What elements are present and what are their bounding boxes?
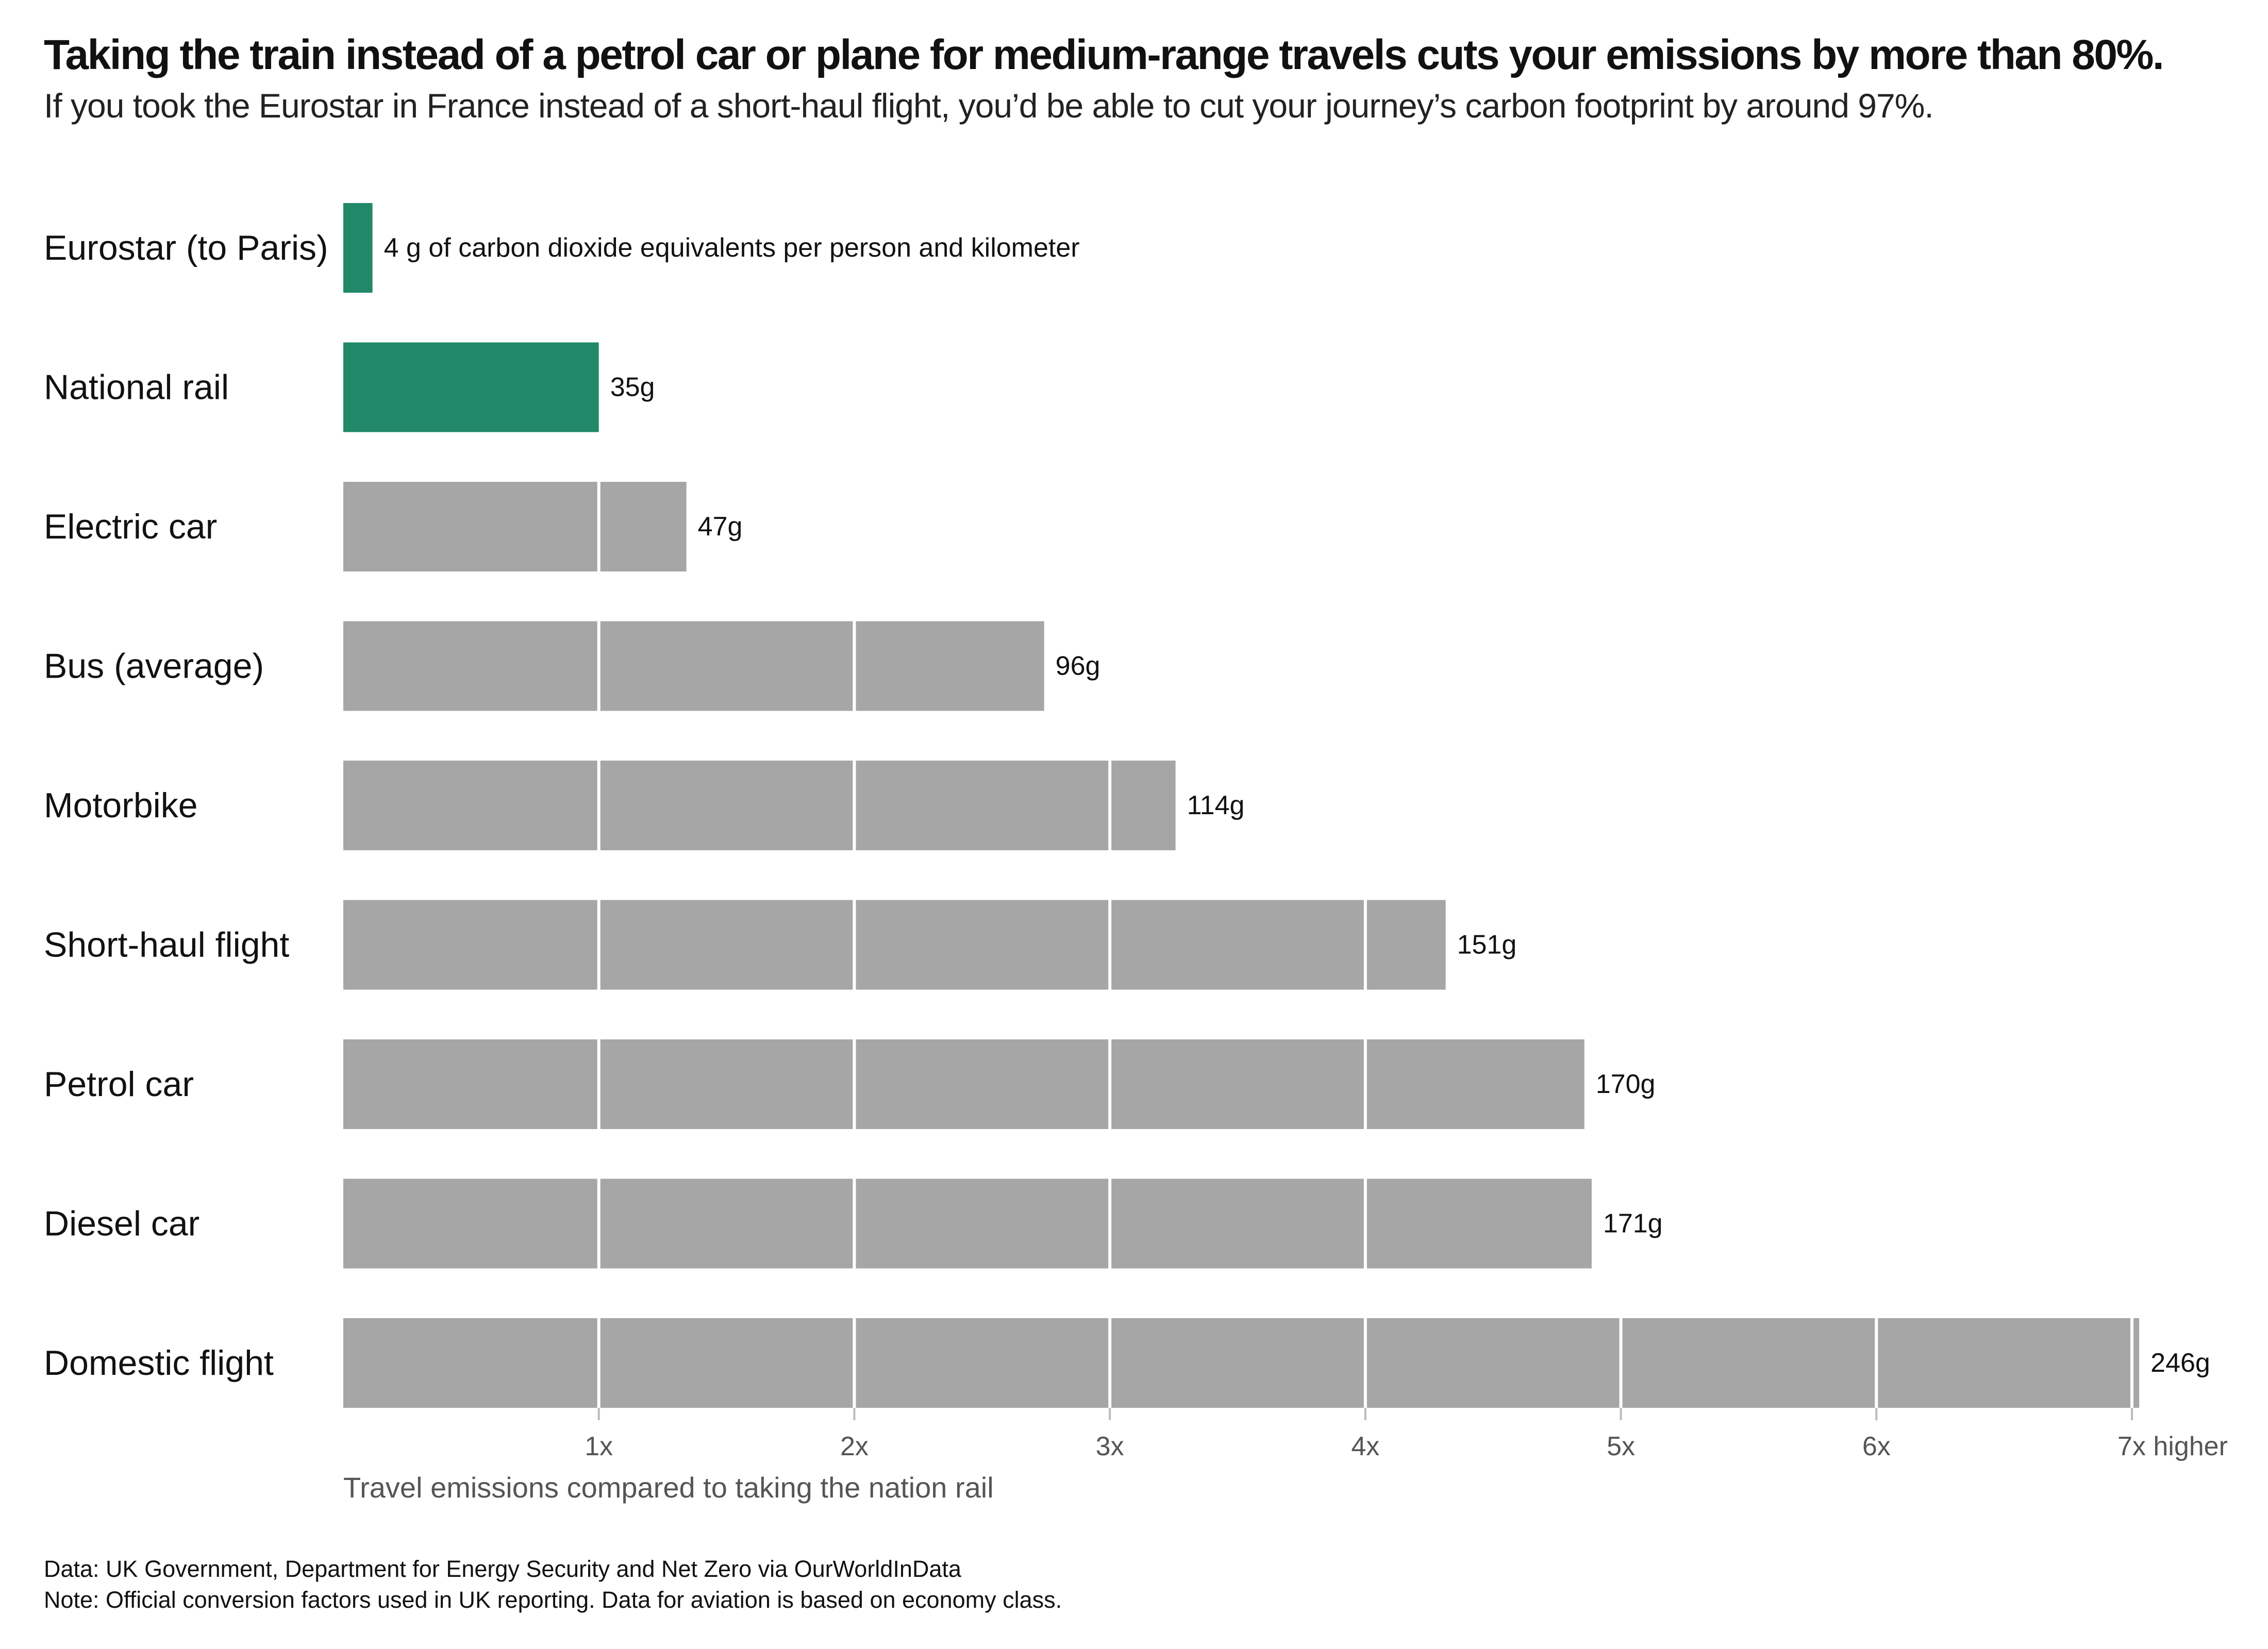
x-tick-label: 5x <box>1607 1432 1635 1461</box>
x-tick-label: 2x <box>840 1432 869 1461</box>
category-label: Bus (average) <box>44 647 264 686</box>
bar <box>343 900 1446 990</box>
category-label: Short-haul flight <box>44 926 289 965</box>
value-label: 114g <box>1187 790 1245 820</box>
chart-subtitle: If you took the Eurostar in France inste… <box>44 87 1934 125</box>
value-label: 96g <box>1056 651 1100 681</box>
value-label: 246g <box>2150 1348 2210 1378</box>
category-label: Diesel car <box>44 1204 199 1243</box>
bar <box>343 1318 2140 1408</box>
x-tick-label: 7x higher <box>2117 1432 2228 1461</box>
bar <box>343 482 687 571</box>
value-label: 35g <box>610 373 655 402</box>
multiple-dividers <box>597 482 2133 1408</box>
bars <box>343 203 2140 1408</box>
category-label: Domestic flight <box>44 1343 274 1383</box>
x-tick-label: 1x <box>585 1432 613 1461</box>
value-labels: 4 g of carbon dioxide equivalents per pe… <box>384 233 2210 1378</box>
bar <box>343 1179 1592 1269</box>
x-tick-label: 4x <box>1351 1432 1379 1461</box>
bar <box>343 1039 1585 1129</box>
methodology-note: Note: Official conversion factors used i… <box>44 1587 1062 1613</box>
x-tick-label: 6x <box>1862 1432 1891 1461</box>
category-labels: Eurostar (to Paris) National rail Electric… <box>44 228 328 1383</box>
value-label: 151g <box>1457 930 1517 960</box>
category-label: National rail <box>44 368 229 407</box>
x-tick-label: 3x <box>1096 1432 1124 1461</box>
value-label: 47g <box>698 512 743 542</box>
category-label: Electric car <box>44 507 217 546</box>
category-label: Motorbike <box>44 786 198 825</box>
category-label: Petrol car <box>44 1065 194 1104</box>
chart-title: Taking the train instead of a petrol car… <box>44 31 2164 78</box>
x-axis-title: Travel emissions compared to taking the … <box>343 1471 994 1504</box>
bar <box>343 621 1044 711</box>
value-label: 4 g of carbon dioxide equivalents per pe… <box>384 233 1080 263</box>
x-axis: 1x 2x 3x 4x 5x 6x 7x higher Travel emissions co… <box>343 1408 2228 1504</box>
source-note: Data: UK Government, Department for Ener… <box>44 1556 961 1582</box>
bar <box>343 342 599 432</box>
bar <box>343 203 373 293</box>
value-label: 171g <box>1603 1209 1663 1239</box>
value-label: 170g <box>1596 1069 1656 1099</box>
category-label: Eurostar (to Paris) <box>44 228 328 267</box>
bar-chart: Eurostar (to Paris) National rail Electric… <box>44 203 2228 1504</box>
bar <box>343 761 1176 850</box>
